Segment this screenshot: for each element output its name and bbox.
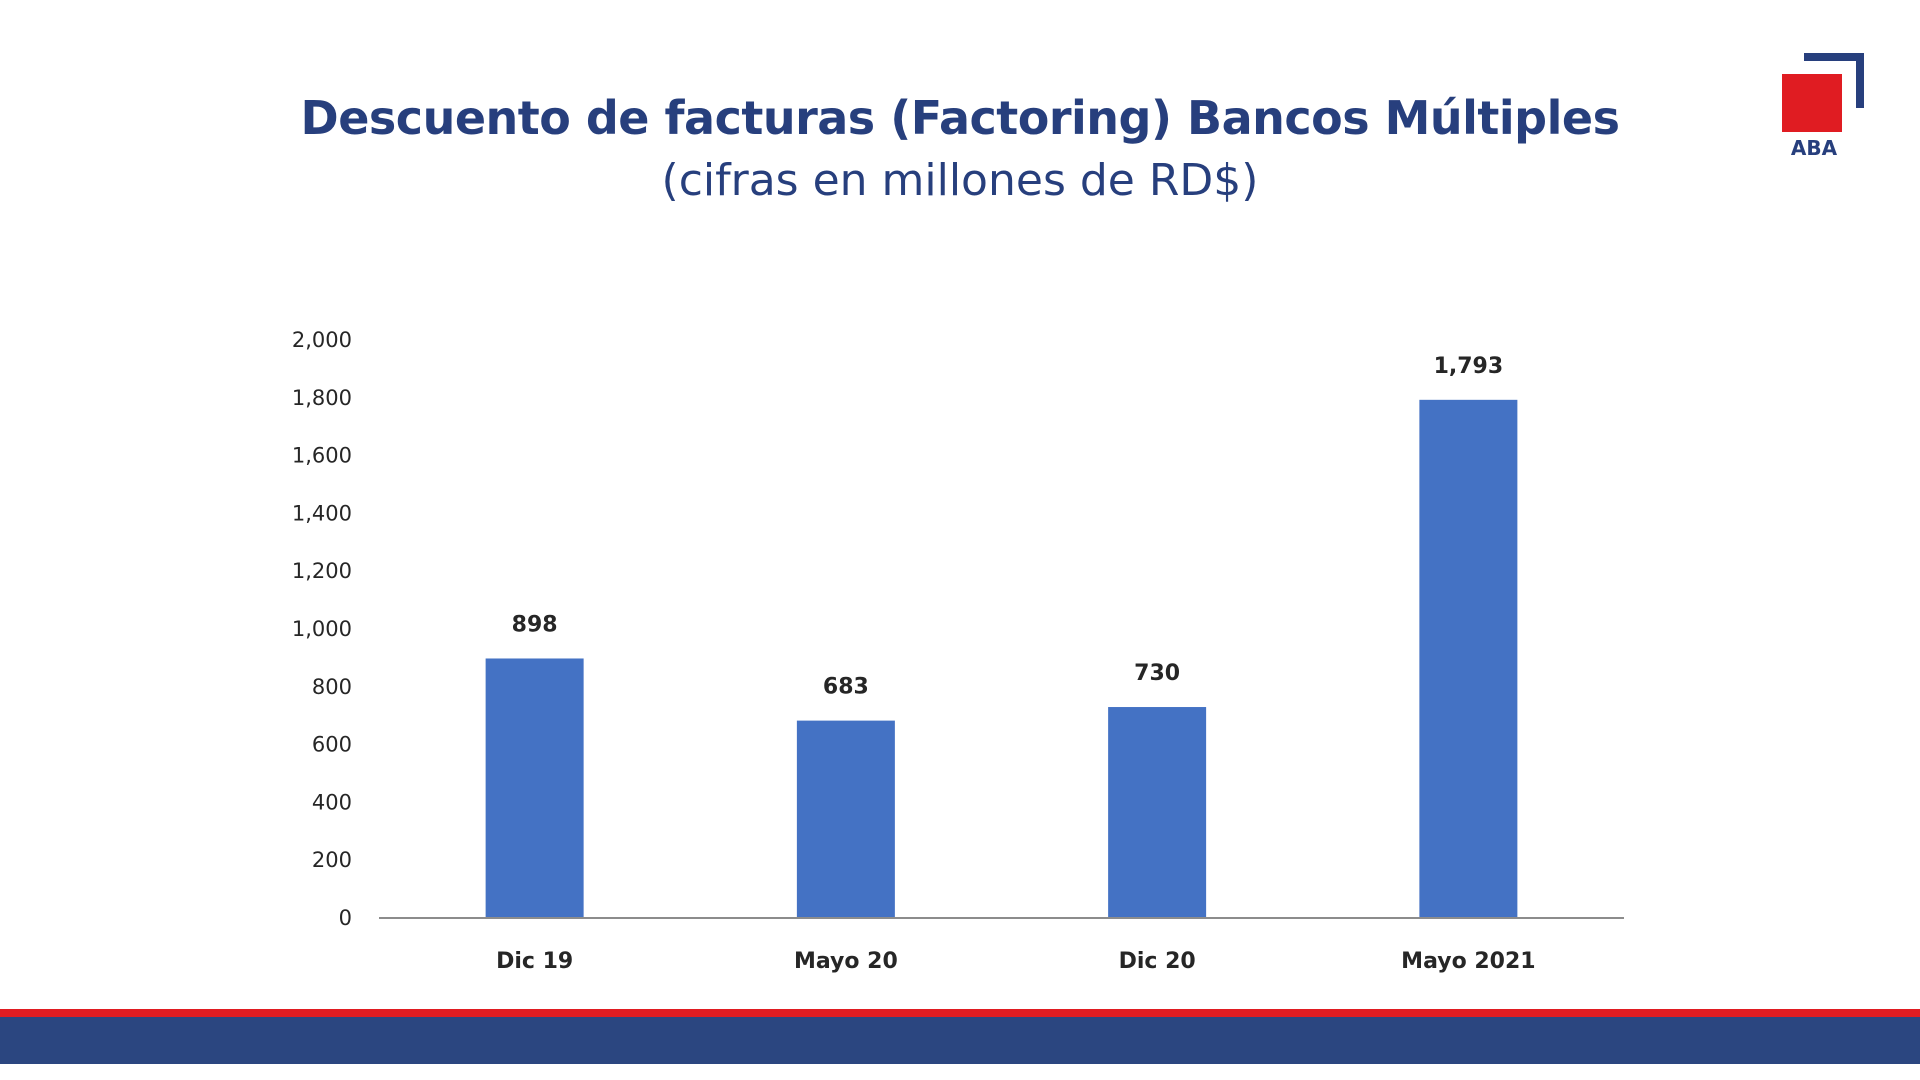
data-label: 1,793 [1434, 354, 1504, 379]
data-label: 898 [512, 612, 558, 637]
chart-title: Descuento de facturas (Factoring) Bancos… [300, 91, 1620, 145]
x-tick-label: Dic 20 [1119, 949, 1196, 974]
bar-chart: 0 200 400 600 800 1,000 1,200 1,400 1,600 1,800 2,… [292, 328, 1624, 974]
y-tick-label: 1,600 [292, 444, 352, 468]
y-tick-label: 0 [339, 906, 352, 930]
logo-red-square [1782, 74, 1842, 132]
data-label: 683 [823, 675, 869, 700]
bar [796, 720, 895, 918]
x-tick-label: Dic 19 [496, 949, 573, 974]
chart-subtitle: (cifras en millones de RD$) [661, 155, 1259, 206]
bar [1108, 707, 1207, 918]
aba-logo: ABA [1782, 52, 1864, 162]
x-tick-label: Mayo 2021 [1401, 949, 1535, 974]
footer-red-stripe [0, 1009, 1920, 1017]
y-tick-label: 1,000 [292, 617, 352, 641]
logo-text: ABA [1790, 136, 1838, 160]
y-tick-label: 1,400 [292, 501, 352, 525]
bar [1419, 399, 1518, 918]
title-block: Descuento de facturas (Factoring) Bancos… [0, 88, 1920, 212]
y-tick-label: 800 [312, 675, 352, 699]
y-tick-label: 1,200 [292, 559, 352, 583]
x-tick-label: Mayo 20 [794, 949, 898, 974]
y-tick-label: 200 [312, 848, 352, 872]
y-tick-label: 400 [312, 790, 352, 814]
logo-corner-post [1856, 53, 1864, 108]
y-tick-label: 600 [312, 733, 352, 757]
bar [485, 658, 584, 918]
data-label: 730 [1134, 661, 1180, 686]
footer-blue-band [0, 1017, 1920, 1064]
logo-corner-bar [1804, 53, 1864, 61]
y-tick-label: 2,000 [292, 328, 352, 352]
y-tick-label: 1,800 [292, 386, 352, 410]
